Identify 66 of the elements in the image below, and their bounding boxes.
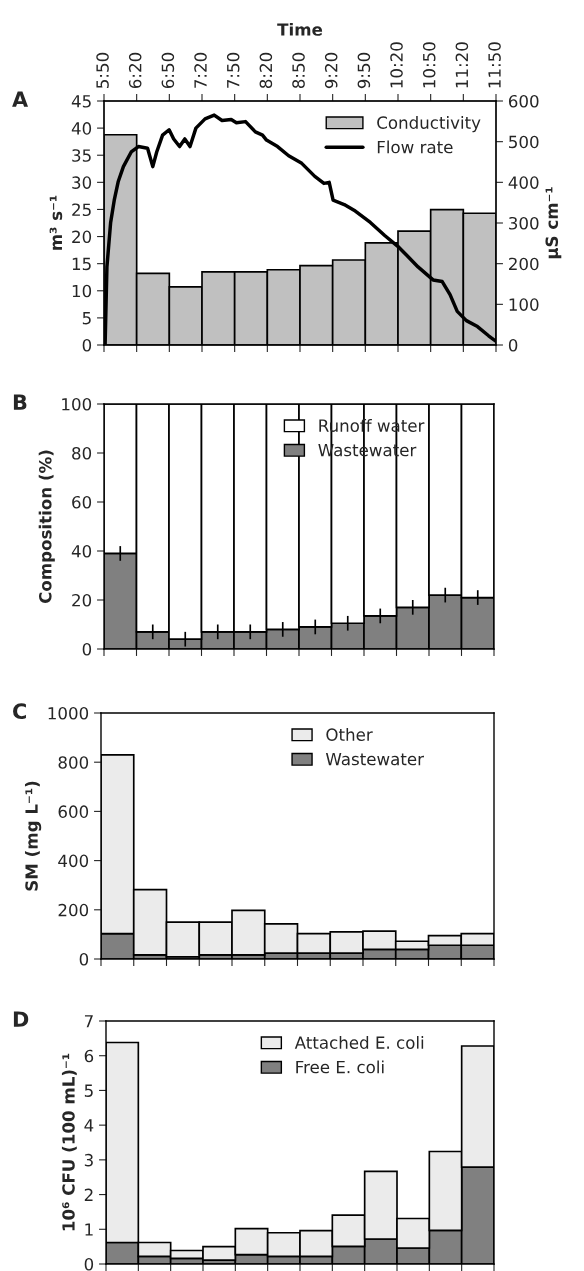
x-tick-label: 6:20 — [128, 52, 142, 89]
legend-label: Wastewater — [325, 752, 424, 766]
y-tick-label: 4 — [84, 1119, 94, 1132]
y-tick-label: 20 — [72, 230, 92, 244]
y-tick-label: 60 — [72, 495, 92, 509]
y-tick-label: 0 — [82, 338, 92, 352]
text: D — [13, 1011, 29, 1027]
y2-tick-label: 400 — [508, 176, 539, 189]
y2-tick-label: 100 — [509, 298, 539, 311]
x-tick-label: 11:20 — [455, 42, 469, 88]
y2-tick-label: 200 — [509, 257, 539, 271]
x-tick-label: 8:20 — [259, 52, 273, 89]
y-tick-label: 7 — [84, 1015, 93, 1028]
y-axis-title: SM (mg L⁻¹) — [24, 781, 42, 891]
y-axis-title: Composition (%) — [38, 450, 55, 604]
y-tick-label: 0 — [84, 1257, 94, 1271]
x-axis-title: Time — [277, 22, 323, 36]
x-tick-label: 7:50 — [226, 52, 240, 88]
y2-tick-label: 300 — [509, 216, 539, 230]
y-tick-label: 5 — [82, 312, 91, 325]
y2-tick-label: 500 — [509, 135, 539, 149]
y-tick-label: 200 — [58, 903, 89, 917]
y-tick-label: 1 — [85, 1223, 93, 1236]
x-tick-label: 6:50 — [161, 52, 175, 89]
y-tick-label: 35 — [72, 149, 91, 162]
text: C — [13, 703, 26, 720]
y-axis-title: 10⁶ CFU (100 mL)⁻¹ — [61, 1053, 77, 1231]
legend-label: Conductivity — [377, 116, 481, 133]
y2-tick-label: 0 — [508, 338, 518, 352]
y2-tick-label: 600 — [508, 94, 539, 108]
y-tick-label: 40 — [71, 544, 92, 558]
y-tick-label: 3 — [84, 1153, 93, 1167]
x-tick-label: 9:20 — [324, 52, 338, 89]
y-tick-label: 80 — [72, 446, 92, 460]
legend-label: Other — [326, 728, 373, 741]
text: A — [12, 91, 29, 107]
y-tick-label: 0 — [79, 952, 89, 966]
y-tick-label: 40 — [71, 122, 92, 135]
x-tick-label: 9:50 — [357, 52, 371, 89]
legend-label: Flow rate — [377, 140, 453, 154]
x-tick-label: 7:20 — [194, 52, 207, 88]
x-tick-label: 5:50 — [96, 52, 109, 88]
y-tick-label: 800 — [58, 756, 89, 769]
legend-label: Attached E. coli — [294, 1036, 424, 1049]
y-tick-label: 100 — [62, 397, 92, 411]
y-tick-label: 400 — [58, 854, 89, 868]
y-axis-title: m³ s⁻¹ — [49, 195, 63, 250]
x-tick-label: 10:20 — [390, 42, 403, 88]
y-tick-label: 2 — [84, 1188, 93, 1201]
y-tick-label: 0 — [82, 642, 92, 656]
y-tick-label: 45 — [71, 95, 91, 108]
x-tick-label: 10:50 — [422, 42, 436, 88]
y-tick-label: 15 — [72, 257, 91, 271]
y2-axis-title: µS cm⁻¹ — [545, 187, 562, 259]
y-tick-label: 30 — [72, 176, 92, 189]
y-tick-label: 1000 — [48, 706, 89, 720]
text: B — [13, 394, 27, 410]
x-tick-label: 11:50 — [488, 42, 501, 88]
y-tick-label: 6 — [84, 1049, 94, 1063]
y-tick-label: 20 — [72, 593, 92, 607]
y-tick-label: 600 — [58, 805, 89, 818]
x-tick-label: 8:50 — [292, 52, 305, 89]
legend-label: Free E. coli — [296, 1060, 384, 1074]
y-tick-label: 25 — [72, 203, 91, 217]
y-tick-label: 5 — [84, 1084, 93, 1097]
y-tick-label: 10 — [72, 284, 92, 298]
